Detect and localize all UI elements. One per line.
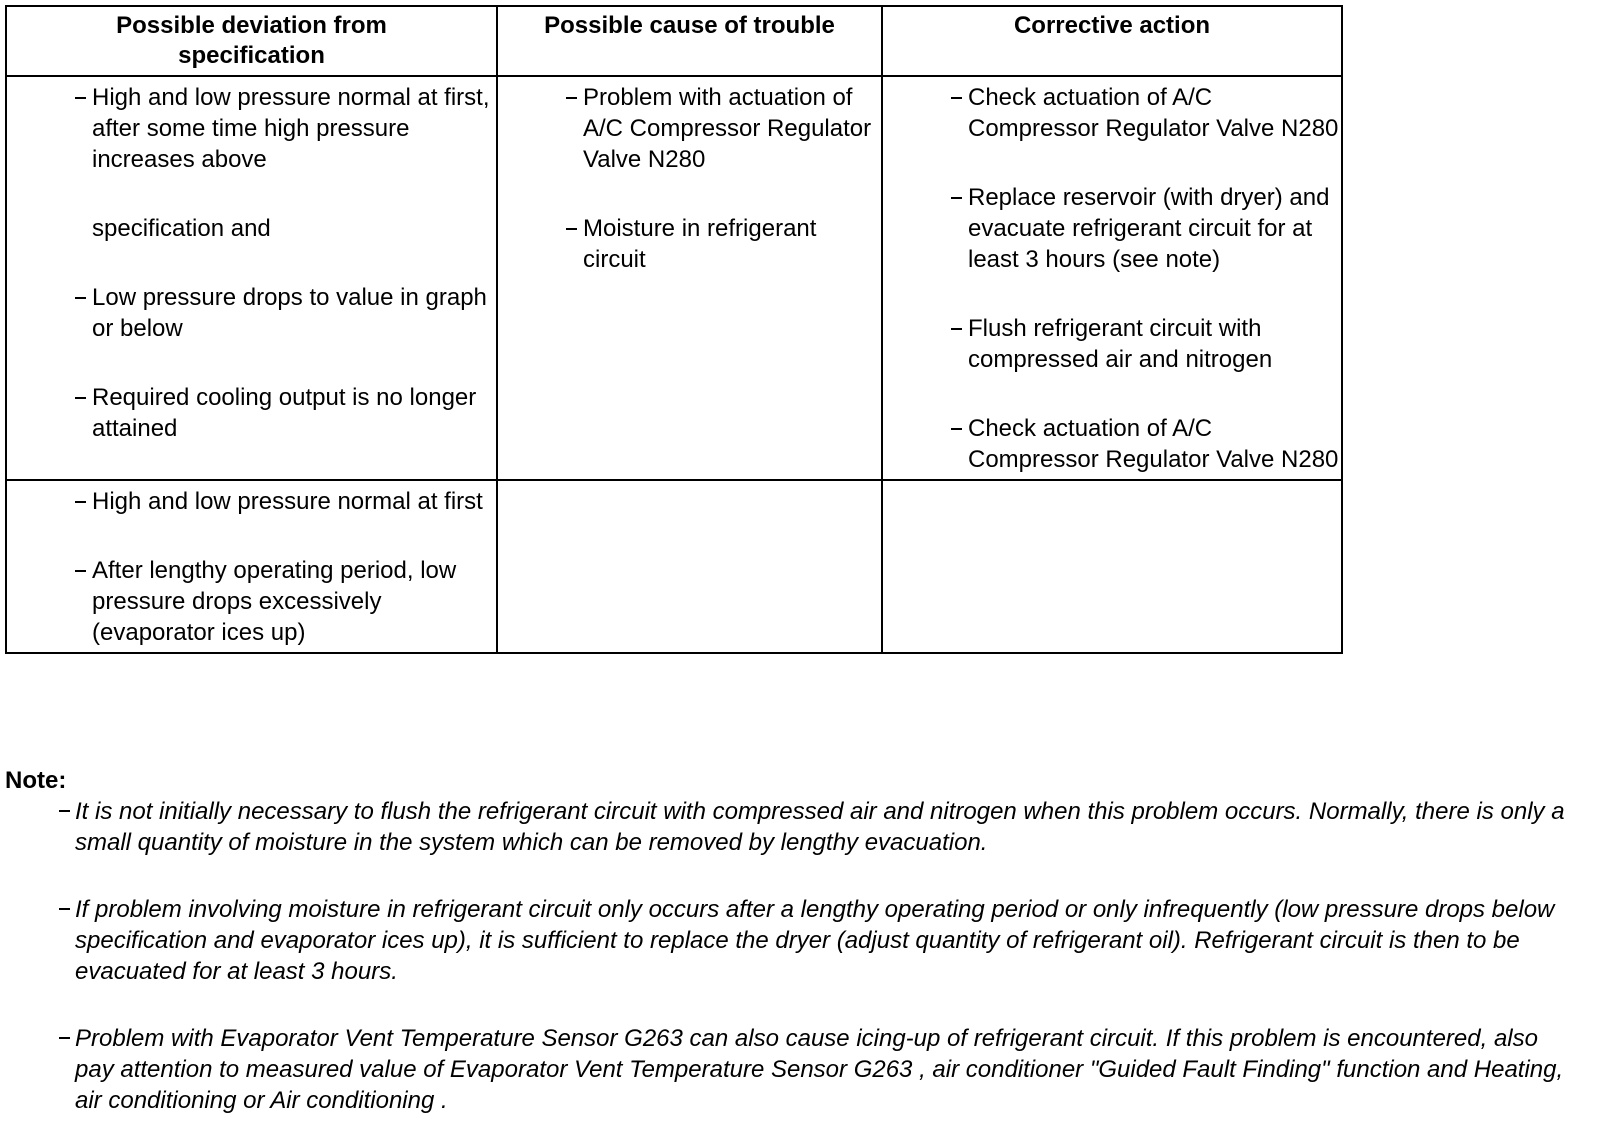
table-row: High and low pressure normal at first, a… — [5, 75, 1343, 481]
table-row: High and low pressure normal at first Aft… — [5, 479, 1343, 654]
column-header: Possible cause of trouble — [496, 5, 883, 77]
item-text: Low pressure drops to value in graph or … — [92, 284, 487, 342]
dash — [951, 197, 962, 199]
table-cell: Check actuation of A/C Compressor Regula… — [881, 75, 1343, 481]
dash — [75, 501, 86, 503]
table-cell — [881, 479, 1343, 654]
dash — [75, 97, 86, 99]
item-text: specification and — [92, 215, 271, 242]
list-item: Flush refrigerant circuit with compresse… — [951, 313, 1339, 375]
dash — [951, 97, 962, 99]
column-header: Corrective action — [881, 5, 1343, 77]
list-item: Low pressure drops to value in graph or … — [75, 282, 494, 344]
item-text: High and low pressure normal at first — [92, 488, 483, 515]
list-item: After lengthy operating period, low pres… — [75, 555, 494, 648]
note-list: It is not initially necessary to flush t… — [5, 796, 1565, 1116]
list-item: High and low pressure normal at first, a… — [75, 82, 494, 244]
list-item: Replace reservoir (with dryer) and evacu… — [951, 182, 1339, 275]
dash — [59, 908, 70, 910]
header-row: Possible deviation from specification Pos… — [5, 5, 1343, 77]
table-cell: High and low pressure normal at first, a… — [5, 75, 498, 481]
list-item: Check actuation of A/C Compressor Regula… — [951, 413, 1339, 475]
dash — [59, 1037, 70, 1039]
dash — [75, 397, 86, 399]
note: Note: It is not initially necessary to f… — [5, 765, 1565, 1142]
note-item: If problem involving moisture in refrige… — [59, 894, 1565, 987]
list-item: Moisture in refrigerant circuit — [566, 213, 879, 275]
trouble-table: Possible deviation from specification Pos… — [5, 5, 1343, 654]
list-item: High and low pressure normal at first — [75, 486, 494, 517]
item-text: Replace reservoir (with dryer) and evacu… — [968, 184, 1330, 273]
table-cell — [496, 479, 883, 654]
item-text: High and low pressure normal at first, a… — [92, 84, 490, 173]
note-item: It is not initially necessary to flush t… — [59, 796, 1565, 858]
note-text: If problem involving moisture in refrige… — [75, 896, 1555, 985]
item-text: After lengthy operating period, low pres… — [92, 557, 457, 646]
item-text: Check actuation of A/C Compressor Regula… — [968, 84, 1339, 142]
list-item: Required cooling output is no longer att… — [75, 382, 494, 444]
dash — [566, 97, 577, 99]
note-text: Problem with Evaporator Vent Temperature… — [75, 1025, 1564, 1114]
list-item: Problem with actuation of A/C Compressor… — [566, 82, 879, 175]
dash — [59, 810, 70, 812]
item-text: Required cooling output is no longer att… — [92, 384, 477, 442]
item-text: Flush refrigerant circuit with compresse… — [968, 315, 1273, 373]
item-text: Moisture in refrigerant circuit — [583, 215, 817, 273]
dash — [951, 428, 962, 430]
note-text: It is not initially necessary to flush t… — [75, 798, 1565, 856]
dash — [75, 297, 86, 299]
item-text: Problem with actuation of A/C Compressor… — [583, 84, 872, 173]
dash — [566, 228, 577, 230]
table-cell: High and low pressure normal at first Aft… — [5, 479, 498, 654]
item-text: Check actuation of A/C Compressor Regula… — [968, 415, 1339, 473]
table-cell: Problem with actuation of A/C Compressor… — [496, 75, 883, 481]
note-title: Note: — [5, 767, 67, 794]
list-item: Check actuation of A/C Compressor Regula… — [951, 82, 1339, 144]
dash — [75, 570, 86, 572]
dash — [951, 328, 962, 330]
note-item: Problem with Evaporator Vent Temperature… — [59, 1023, 1565, 1116]
column-header: Possible deviation from specification — [5, 5, 498, 77]
